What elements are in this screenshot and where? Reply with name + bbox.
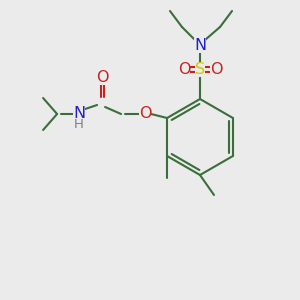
Text: N: N [73, 106, 85, 122]
Text: O: O [139, 106, 151, 122]
Text: H: H [74, 118, 84, 131]
Text: O: O [96, 70, 108, 85]
Text: N: N [194, 38, 206, 52]
Text: S: S [195, 61, 205, 76]
Text: O: O [210, 61, 222, 76]
Text: O: O [178, 61, 190, 76]
